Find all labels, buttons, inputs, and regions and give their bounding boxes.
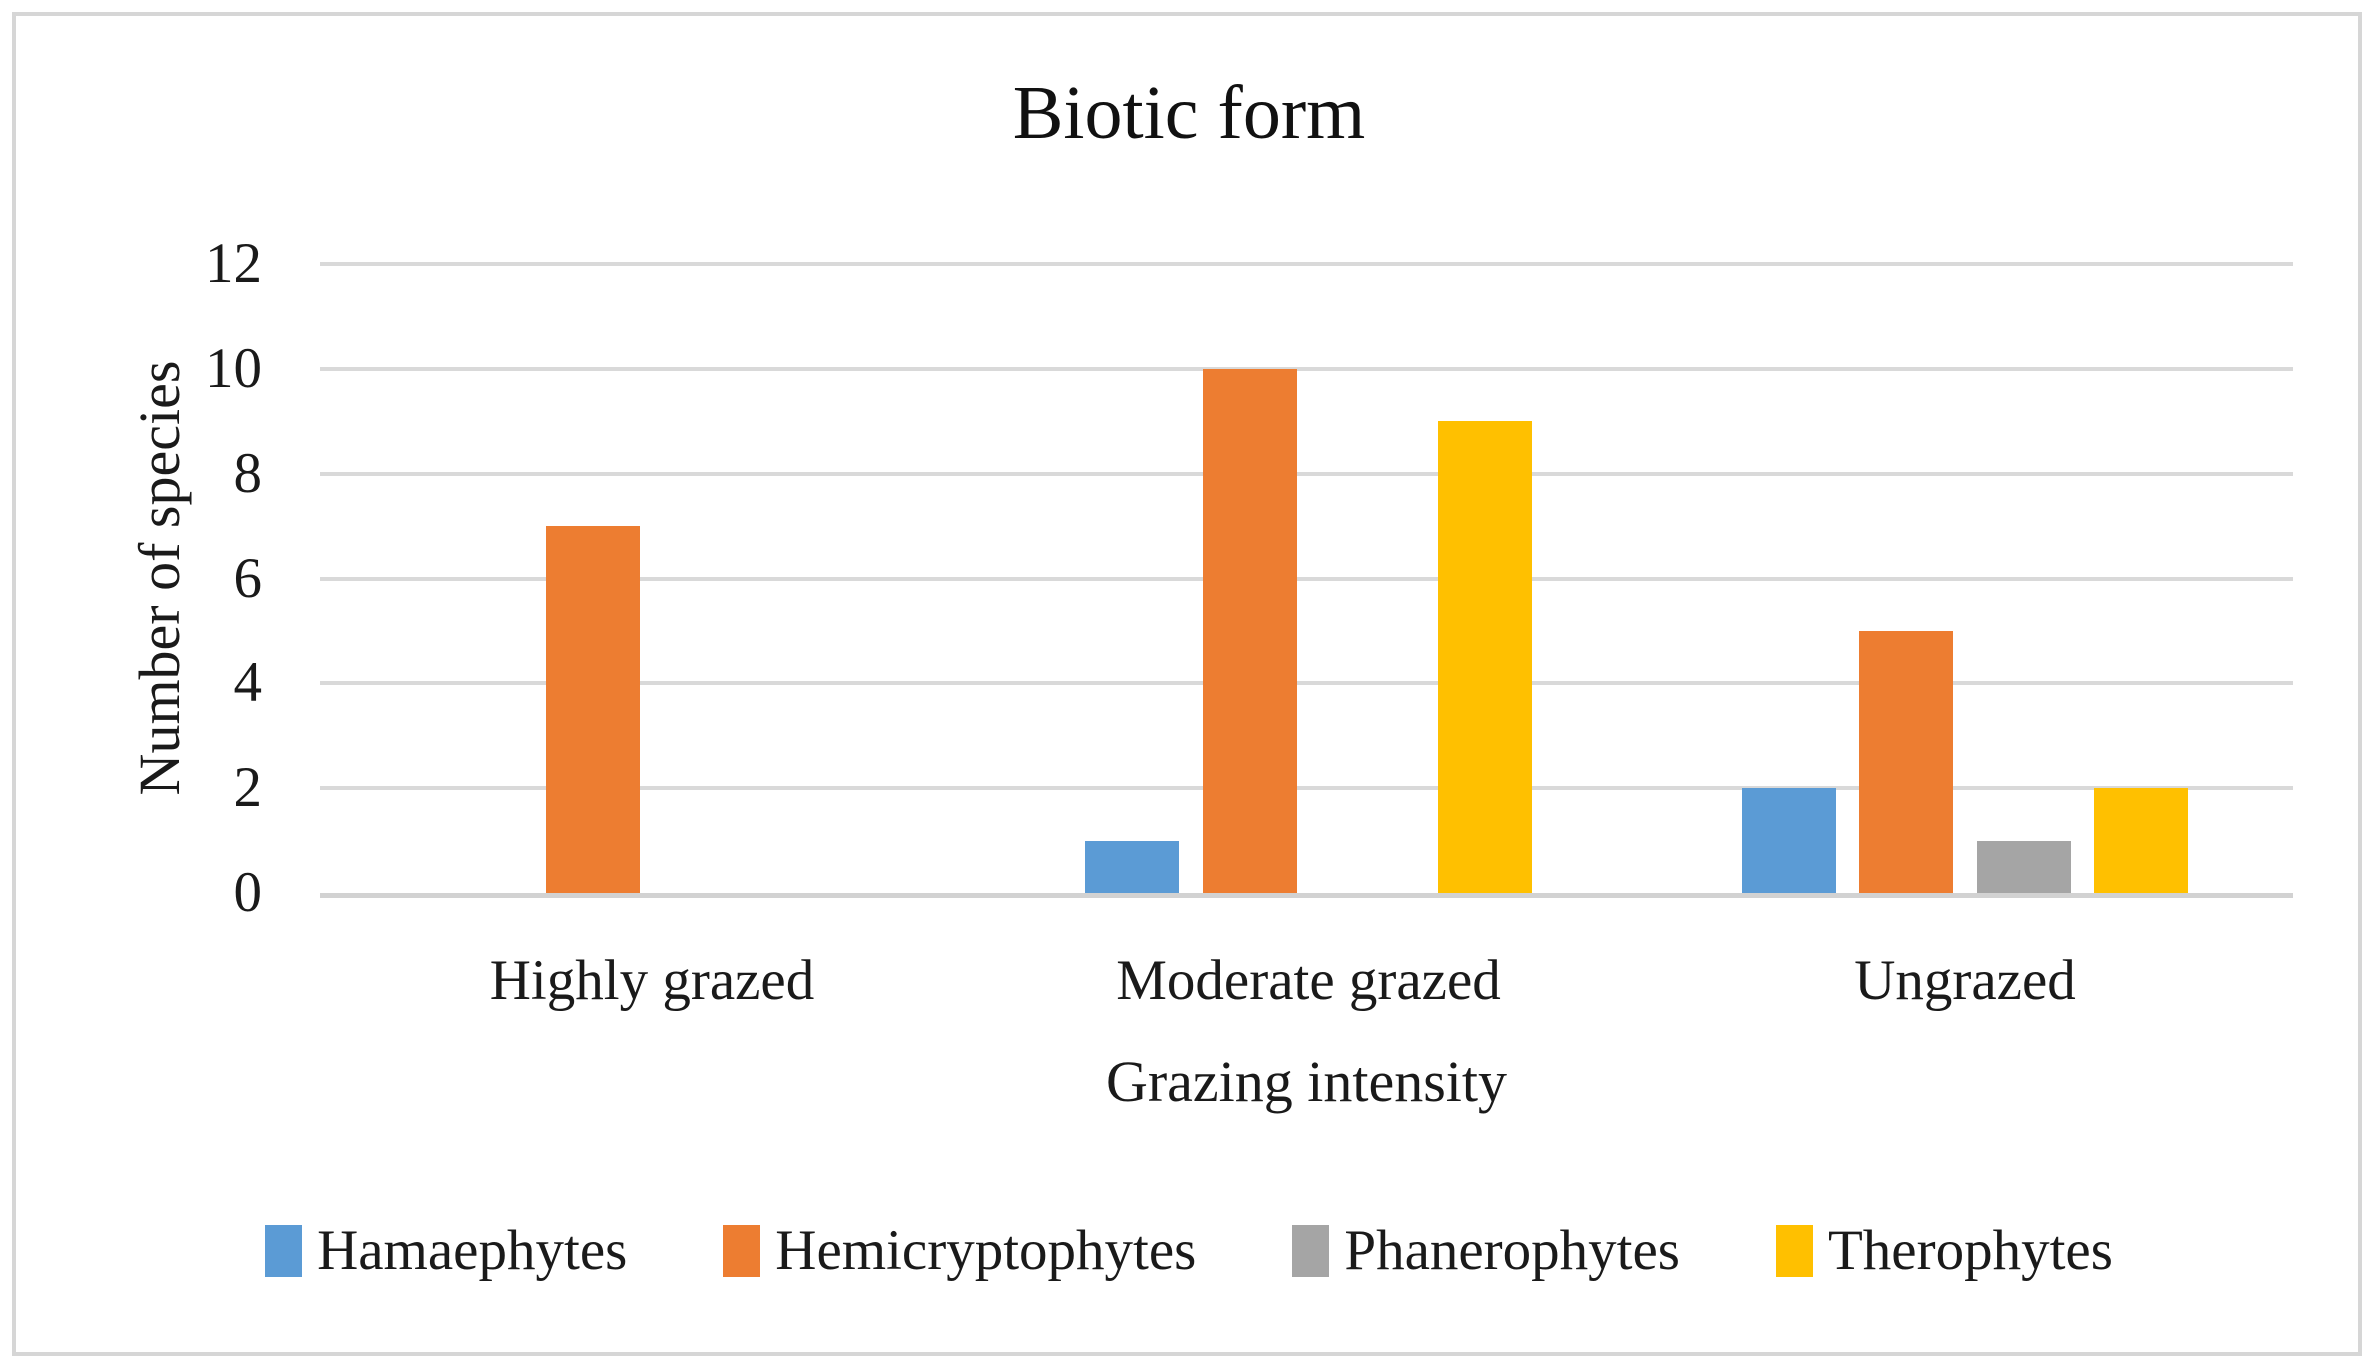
gridline-10: [320, 366, 2293, 371]
legend-item-therophytes: Therophytes: [1775, 1219, 2113, 1282]
legend-swatch-hemicryptophytes: [723, 1224, 761, 1277]
gridline-4: [320, 681, 2293, 686]
bar-phanerophytes-ungrazed: [1976, 840, 2071, 893]
bar-hemicryptophytes-moderate-grazed: [1202, 368, 1297, 893]
legend-item-phanerophytes: Phanerophytes: [1292, 1222, 1680, 1279]
y-tick-label-4: 4: [233, 651, 263, 715]
y-tick-label-0: 0: [233, 861, 263, 924]
legend-swatch-therophytes: [1775, 1224, 1813, 1277]
x-axis-line: [320, 893, 2293, 898]
y-tick-label-6: 6: [233, 546, 263, 610]
x-category-label-highly-grazed: Highly grazed: [489, 949, 815, 1012]
y-tick-label-2: 2: [233, 756, 263, 820]
gridline-12: [320, 262, 2293, 266]
bar-therophytes-moderate-grazed: [1437, 421, 1532, 893]
y-axis-title: Number of species: [127, 360, 192, 796]
y-tick-label-8: 8: [233, 441, 263, 505]
y-tick-label-12: 12: [205, 232, 262, 295]
legend: Hamaephytes Hemicryptophytes Phanerophytes…: [0, 1222, 2378, 1279]
bar-hamaephytes-moderate-grazed: [1085, 840, 1180, 893]
figure-border: [12, 12, 2362, 1356]
legend-item-hamaephytes: Hamaephytes: [265, 1222, 627, 1279]
legend-swatch-hamaephytes: [265, 1224, 303, 1277]
gridline-2: [320, 786, 2293, 791]
bar-therophytes-ungrazed: [2094, 788, 2189, 893]
chart-title: Biotic form: [1012, 71, 1366, 155]
x-axis-title: Grazing intensity: [1105, 1049, 1508, 1114]
y-tick-label-10: 10: [205, 336, 262, 400]
legend-label-hamaephytes: Hamaephytes: [317, 1219, 628, 1282]
x-category-label-ungrazed: Ungrazed: [1854, 949, 2076, 1012]
legend-swatch-phanerophytes: [1292, 1224, 1330, 1277]
bar-hamaephytes-ungrazed: [1741, 788, 1836, 893]
gridline-8: [320, 471, 2293, 476]
gridline-6: [320, 576, 2293, 581]
legend-label-hemicryptophytes: Hemicryptophytes: [775, 1219, 1197, 1282]
legend-item-hemicryptophytes: Hemicryptophytes: [723, 1222, 1196, 1279]
legend-label-phanerophytes: Phanerophytes: [1344, 1219, 1680, 1282]
legend-label-therophytes: Therophytes: [1827, 1219, 2113, 1282]
x-category-label-moderate-grazed: Moderate grazed: [1116, 949, 1501, 1012]
bar-hemicryptophytes-highly-grazed: [546, 526, 641, 893]
bar-hemicryptophytes-ungrazed: [1859, 630, 1954, 893]
